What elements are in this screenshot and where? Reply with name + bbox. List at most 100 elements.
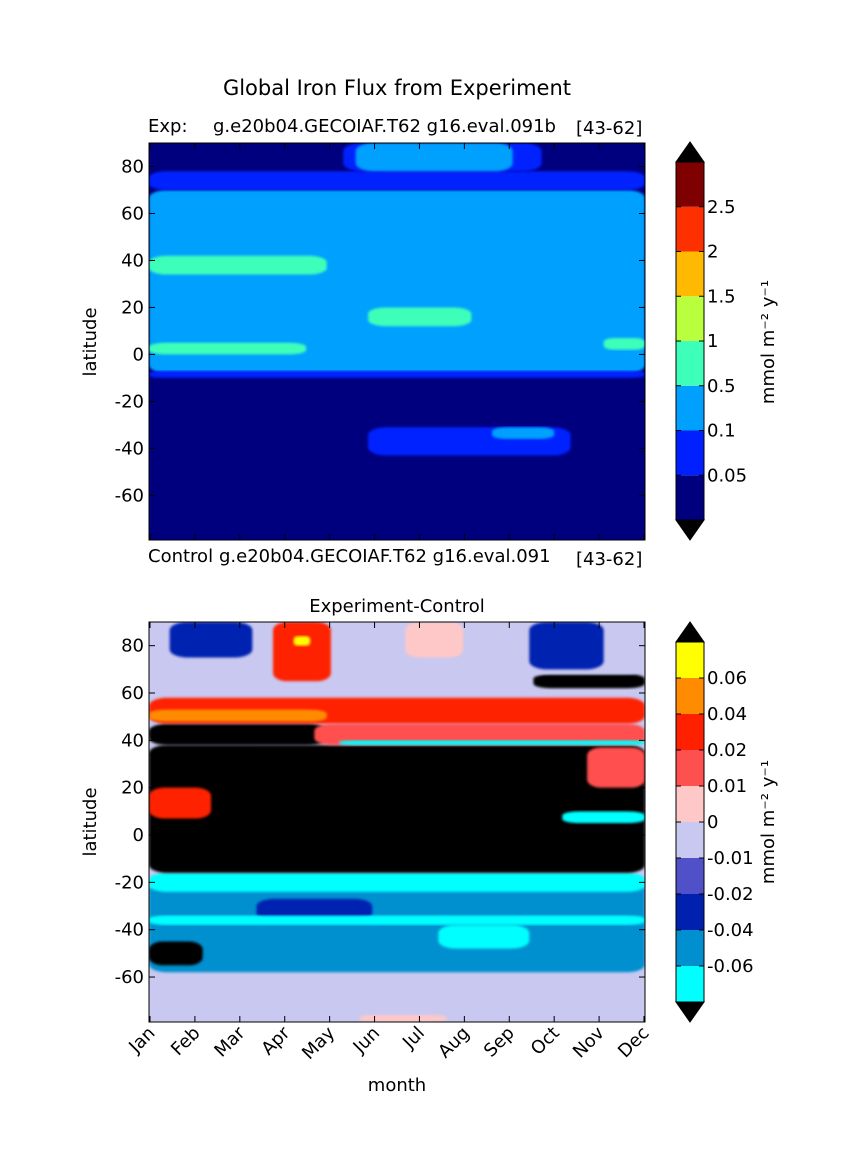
bottom-plot-frame	[148, 621, 646, 1023]
bottom-contour-region	[529, 622, 604, 670]
bottom-colorbar-under-arrow	[675, 1001, 705, 1023]
top-contour-region	[492, 427, 555, 439]
top-colorbar-tick-label: 1.5	[707, 286, 736, 307]
top-colorbar-swatch	[676, 475, 704, 520]
bottom-colorbar-swatch	[676, 642, 704, 678]
top-y-tick-label: -60	[115, 485, 144, 506]
bottom-y-tick-label: -40	[115, 920, 144, 941]
top-y-tick-label: 60	[121, 203, 144, 224]
bottom-contour-region	[533, 674, 645, 689]
top-colorbar-under-arrow	[675, 519, 705, 541]
control-years: [43-62]	[576, 549, 643, 570]
bottom-contour-fields	[149, 622, 645, 1022]
bottom-x-tick-label: Nov	[569, 1022, 609, 1062]
bottom-y-tick-label: 20	[121, 778, 144, 799]
top-colorbar-tick-label: 0.05	[707, 465, 747, 486]
top-contour-region	[149, 171, 645, 190]
bottom-contour-region	[149, 915, 645, 925]
bottom-y-tick-label: 0	[133, 825, 144, 846]
bottom-colorbar-tick-label: 0.02	[707, 740, 747, 761]
bottom-contour-region	[293, 636, 311, 646]
top-colorbar-tick-label: 0.1	[707, 421, 736, 442]
bottom-x-tick-label: Feb	[167, 1023, 204, 1060]
bottom-contour-region	[359, 1014, 447, 1022]
bottom-contour-region	[339, 740, 645, 746]
bottom-x-tick-label: Dec	[614, 1023, 653, 1062]
top-colorbar-label: mmol m⁻² y⁻¹	[758, 280, 779, 404]
bottom-colorbar-swatch	[676, 858, 704, 894]
bottom-colorbar-tick-label: 0	[707, 812, 718, 833]
top-colorbar: 0.05 0.1 0.5 1 1.5 2 2.5	[675, 141, 747, 541]
bottom-x-tick-label: Jul	[398, 1023, 429, 1054]
top-contour-region	[149, 370, 645, 378]
top-colorbar-swatch	[676, 206, 704, 252]
top-y-tick-label: 80	[121, 156, 144, 177]
top-y-ticks: 80 60 40 20 0 -20 -40 -60	[115, 143, 645, 540]
top-contour-fields	[149, 143, 645, 456]
top-contour-region	[149, 342, 307, 355]
top-y-tick-label: 40	[121, 250, 144, 271]
bottom-y-tick-label: 60	[121, 683, 144, 704]
bottom-x-tick-label: Sep	[480, 1023, 519, 1062]
bottom-contour-region	[149, 745, 645, 873]
bottom-panel: Experiment-Control 80 60 40 20 0 -20 -40 -60 Ja…	[80, 596, 779, 1096]
bottom-panel-title: Experiment-Control	[309, 596, 485, 617]
bottom-y-tick-label: -20	[115, 872, 144, 893]
bottom-colorbar-swatch	[676, 822, 704, 858]
bottom-x-axis-label: month	[368, 1075, 426, 1096]
bottom-colorbar-swatch	[676, 786, 704, 822]
bottom-contour-region	[314, 723, 645, 746]
bottom-x-tick-label: Oct	[527, 1023, 564, 1060]
bottom-x-tick-label: May	[298, 1022, 339, 1063]
top-colorbar-swatch	[676, 430, 704, 476]
top-colorbar-swatch	[676, 296, 704, 341]
top-contour-region	[368, 307, 472, 327]
bottom-contour-region	[149, 709, 327, 722]
bottom-contour-region	[438, 924, 530, 949]
bottom-contour-region	[149, 972, 645, 1022]
bottom-colorbar-swatch	[676, 930, 704, 966]
bottom-x-tick-label: Jan	[124, 1023, 159, 1058]
exp-label: Exp:	[148, 116, 188, 137]
bottom-x-tick-label: Mar	[210, 1022, 249, 1061]
top-colorbar-tick-label: 2.5	[707, 197, 736, 218]
top-y-tick-label: -40	[115, 438, 144, 459]
exp-case-name: g.e20b04.GECOIAF.T62 g16.eval.091b	[213, 116, 556, 137]
bottom-colorbar-over-arrow	[675, 621, 705, 643]
bottom-y-tick-label: -60	[115, 967, 144, 988]
top-colorbar-tick-label: 1	[707, 331, 718, 352]
top-plot-frame	[148, 142, 646, 541]
control-case-name: g.e20b04.GECOIAF.T62 g16.eval.091	[219, 546, 551, 567]
top-colorbar-swatch	[676, 251, 704, 297]
bottom-contour-region	[256, 898, 373, 921]
bottom-colorbar-tick-label: -0.01	[707, 848, 754, 869]
bottom-colorbar-tick-label: -0.06	[707, 956, 754, 977]
bottom-y-tick-label: 80	[121, 636, 144, 657]
figure-title: Global Iron Flux from Experiment	[222, 76, 572, 100]
bottom-colorbar-swatch	[676, 894, 704, 930]
bottom-colorbar-tick-label: 0.06	[707, 668, 747, 689]
top-colorbar-swatch	[676, 341, 704, 386]
bottom-colorbar-tick-label: 0.01	[707, 776, 747, 797]
top-contour-region	[603, 337, 645, 350]
top-panel: 80 60 40 20 0 -20 -40 -60 latitude 0.05 0.1 0.5 1 1…	[80, 141, 779, 541]
top-colorbar-swatch	[676, 162, 704, 207]
bottom-x-tick-label: Jun	[349, 1023, 384, 1058]
bottom-colorbar: -0.06 -0.04 -0.02 -0.01 0 0.01 0.02 0.04 0.06	[675, 621, 754, 1023]
top-colorbar-swatch	[676, 385, 704, 431]
bottom-contour-region	[273, 622, 331, 682]
bottom-contour-region	[149, 882, 645, 973]
top-colorbar-tick-label: 0.5	[707, 376, 736, 397]
bottom-contour-region	[149, 723, 327, 746]
bottom-colorbar-swatch	[676, 678, 704, 714]
bottom-x-tick-label: Aug	[434, 1023, 474, 1063]
bottom-x-tick-label: Apr	[257, 1022, 294, 1059]
top-y-tick-label: -20	[115, 391, 144, 412]
bottom-colorbar-swatch	[676, 750, 704, 786]
bottom-contour-region	[149, 941, 203, 966]
bottom-colorbar-swatch	[676, 966, 704, 1002]
top-y-tick-label: 20	[121, 297, 144, 318]
top-contour-region	[149, 255, 327, 275]
bottom-y-ticks: 80 60 40 20 0 -20 -40 -60	[115, 636, 645, 988]
